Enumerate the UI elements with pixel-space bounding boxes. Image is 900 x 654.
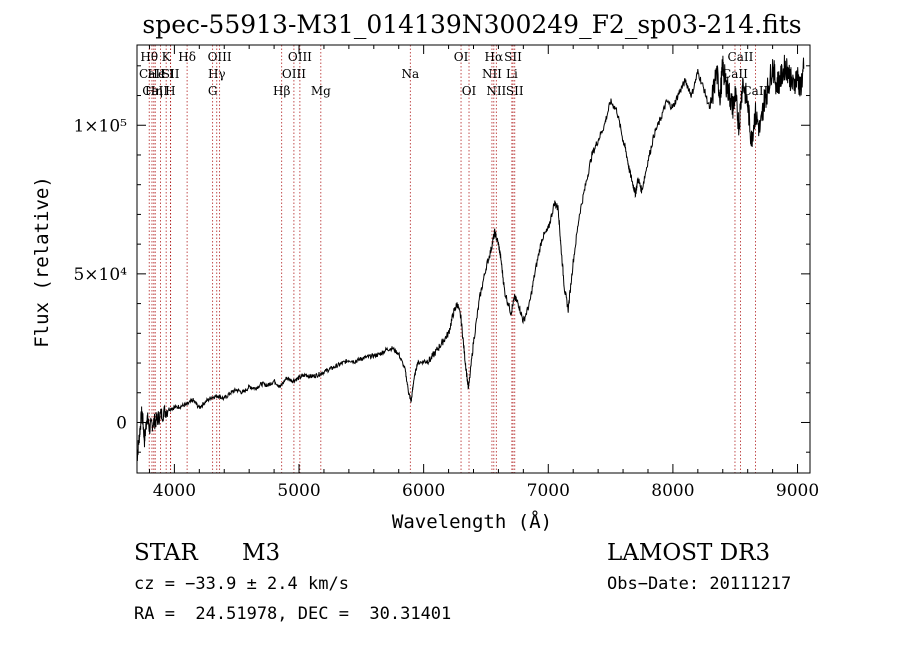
line-label-11: G: [208, 84, 218, 98]
survey-name: LAMOST DR3: [607, 540, 770, 566]
line-label-21: NII: [482, 67, 502, 81]
chart-title: spec-55913-M31_014139N300249_F2_sp03-214…: [142, 10, 801, 39]
y-axis-label: Flux (relative): [31, 176, 53, 348]
x-axis: 4000 5000 6000 7000 8000 9000: [148, 45, 819, 501]
redshift-cz: cz = −33.9 ± 2.4 km/s: [134, 574, 349, 594]
x-axis-label: Wavelength (Å): [392, 510, 552, 533]
line-markers: [148, 45, 756, 473]
y-tick-label-1: 5×10⁴: [73, 265, 127, 285]
y-axis: 0 5×10⁴ 1×10⁵: [73, 65, 810, 453]
line-label-5: Hη: [145, 84, 163, 98]
line-label-2: CaII: [142, 84, 168, 98]
line-label-20: SII: [504, 50, 522, 64]
x-tick-label-2: 6000: [402, 481, 445, 501]
line-label-26: CaII: [722, 67, 748, 81]
line-label-3: K: [162, 50, 172, 64]
line-label-9: OIII: [208, 50, 232, 64]
line-label-17: OI: [454, 50, 469, 64]
line-label-7: H: [165, 84, 175, 98]
x-tick-label-4: 8000: [651, 481, 694, 501]
line-label-1: CaII: [139, 67, 165, 81]
line-labels: Hθ CaII CaII K He I Hη SII H Hδ OIII Hγ G OIII OIII Hβ…: [139, 50, 769, 98]
ra-dec: RA = 24.51978, DEC = 30.31401: [134, 604, 451, 624]
y-tick-label-2: 1×10⁵: [73, 116, 127, 136]
line-label-15: Mg: [311, 84, 331, 98]
line-label-25: CaII: [728, 50, 754, 64]
spectrum-series: [136, 54, 805, 462]
line-label-0: Hθ: [140, 50, 158, 64]
line-label-24: SII: [506, 84, 524, 98]
x-tick-label-5: 9000: [776, 481, 819, 501]
line-label-27: CaII: [742, 84, 768, 98]
x-tick-label-0: 4000: [153, 481, 196, 501]
line-label-22: Li: [506, 67, 518, 81]
line-label-8: Hδ: [178, 50, 196, 64]
line-label-6: SII: [162, 67, 180, 81]
plot-frame: [136, 44, 811, 474]
x-tick-label-1: 5000: [277, 481, 320, 501]
x-tick-label-3: 7000: [527, 481, 570, 501]
line-label-12: OIII: [288, 50, 312, 64]
line-label-14: Hβ: [273, 84, 290, 98]
line-label-23: NII: [486, 84, 506, 98]
object-subclass: M3: [242, 540, 280, 566]
line-label-10: Hγ: [208, 67, 226, 81]
observation-date: Obs−Date: 20111217: [607, 574, 791, 594]
line-label-19: Hα: [485, 50, 504, 64]
line-label-13: OIII: [282, 67, 306, 81]
line-label-16: Na: [401, 67, 419, 81]
object-class: STAR: [134, 540, 198, 566]
y-tick-label-0: 0: [116, 413, 127, 433]
spectrum-line: [136, 54, 805, 462]
line-label-4: He I: [147, 67, 173, 81]
line-label-18: OI: [462, 84, 477, 98]
